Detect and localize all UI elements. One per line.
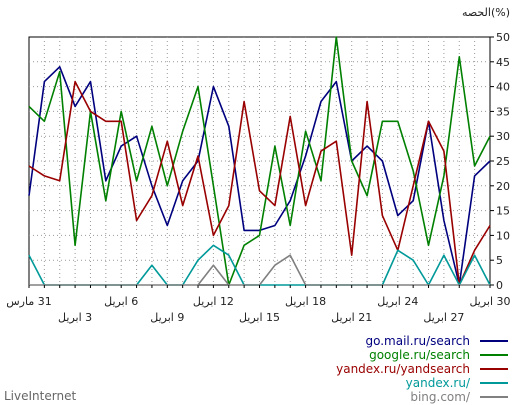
- y-tick-label: 15: [496, 205, 510, 218]
- x-tick-label: 18 ابريل: [285, 295, 326, 308]
- legend-label: yandex.ru/: [406, 376, 471, 390]
- y-axis-ticks: 0 5 10 15 20 25 30 35 40 45 50: [490, 31, 510, 292]
- y-tick-label: 10: [496, 229, 510, 242]
- legend-label: google.ru/search: [369, 348, 470, 362]
- legend-label: go.mail.ru/search: [365, 334, 470, 348]
- footer-brand: LiveInternet: [4, 389, 76, 403]
- y-tick-label: 5: [496, 254, 503, 267]
- y-tick-label: 25: [496, 155, 510, 168]
- x-tick-label: 27 ابريل: [423, 311, 464, 324]
- x-tick-label: 15 ابريل: [239, 311, 280, 324]
- y-tick-label: 50: [496, 31, 510, 44]
- x-tick-label: 21 ابريل: [331, 311, 372, 324]
- y-tick-label: 40: [496, 81, 510, 94]
- y-axis-label: الحصه(%): [462, 6, 510, 19]
- x-tick-label: 24 ابريل: [377, 295, 418, 308]
- series-line: [28, 80, 491, 286]
- legend-label: bing.com/: [410, 390, 471, 404]
- x-tick-label: 9 ابريل: [150, 311, 184, 324]
- y-tick-label: 35: [496, 105, 510, 118]
- legend: go.mail.ru/searchgoogle.ru/searchyandex.…: [336, 334, 508, 404]
- y-tick-label: 30: [496, 130, 510, 143]
- y-tick-label: 45: [496, 56, 510, 69]
- x-tick-label: 12 ابريل: [193, 295, 234, 308]
- legend-label: yandex.ru/yandsearch: [336, 362, 470, 376]
- x-axis-ticks: 30 ابريل 24 ابريل 18 ابريل 12 ابريل 6 ابريل 3…: [6, 285, 511, 324]
- x-tick-label: 30 ابريل: [469, 295, 510, 308]
- series-line: [28, 66, 491, 286]
- x-tick-label: 3 ابريل: [58, 311, 92, 324]
- x-tick-label: 31 مارس: [6, 295, 51, 308]
- x-tick-label: 6 ابريل: [104, 295, 138, 308]
- y-tick-label: 0: [496, 279, 503, 292]
- series-line: [28, 36, 491, 286]
- y-tick-label: 20: [496, 180, 510, 193]
